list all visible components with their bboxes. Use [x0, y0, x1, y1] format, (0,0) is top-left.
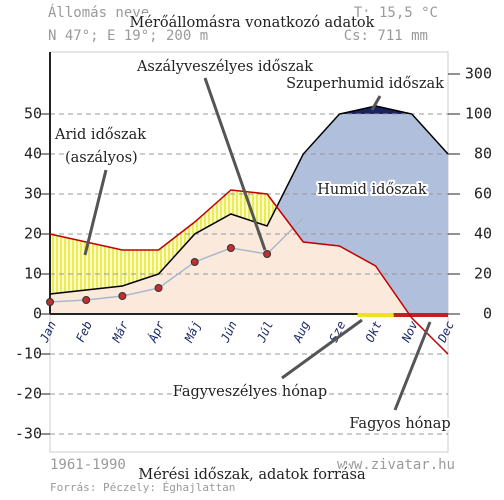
y2-tick-label: 20 [474, 265, 492, 283]
x-tick-label: Dec [435, 319, 457, 345]
x-tick-label: Jún [218, 319, 240, 345]
footer-note: Mérési időszak, adatok forrása [138, 467, 366, 483]
y-tick-label: 20 [24, 225, 42, 243]
drought-point [82, 296, 91, 304]
station-name: Állomás neve [48, 4, 149, 21]
frost-bar [429, 313, 448, 317]
x-tick-label: Aug [290, 319, 312, 345]
x-tick-label: Már [109, 318, 132, 345]
y-tick-label: -30 [15, 425, 42, 443]
precip-line [49, 105, 449, 295]
y2-tick-label: 300 [465, 65, 492, 83]
y-tick-label: 10 [24, 265, 42, 283]
station-coords: N 47°; E 19°; 200 m [48, 28, 208, 44]
station-temperature: T: 15,5 °C [354, 5, 438, 21]
overlay: Állomás neve T: 15,5 °C N 47°; E 19°; 20… [48, 4, 455, 494]
drought-line [49, 217, 304, 303]
temperature-line [49, 189, 449, 355]
annotation: (aszályos) [65, 150, 138, 166]
x-tick-label: Jan [37, 319, 59, 345]
y-tick-label: 30 [24, 185, 42, 203]
leader-line [370, 95, 382, 111]
annotation: Aszályveszélyes időszak [136, 59, 313, 75]
drought-point [46, 298, 54, 306]
source: Forrás: Péczely: Éghajlattan [50, 481, 235, 494]
humid-area [276, 114, 448, 314]
annotation: Szuperhumid időszak [286, 76, 444, 92]
annotation: Fagyos hónap [349, 416, 450, 432]
annotation: Humid időszak [317, 182, 427, 198]
y-tick-label: -10 [15, 345, 42, 363]
leader-line [83, 169, 108, 256]
arid-area [50, 190, 277, 294]
base-area [50, 206, 409, 314]
header-note: Mérőállomásra vonatkozó adatok [130, 15, 375, 31]
annotation: Fagyveszélyes hónap [173, 384, 327, 400]
annotation: Arid időszak [54, 127, 146, 143]
drought-point [190, 258, 199, 266]
drought-point [263, 250, 272, 258]
y-tick-label: 0 [33, 305, 42, 323]
x-tick-label: Ápr [144, 318, 168, 346]
y2-tick-label: 100 [465, 105, 492, 123]
site: www.zivatar.hu [337, 457, 455, 473]
drought-point [154, 284, 163, 292]
y2-tick-label: 80 [474, 145, 492, 163]
y2-tick-label: 40 [474, 225, 492, 243]
x-tick-label: Feb [73, 319, 95, 345]
station-precip: Cs: 711 mm [344, 28, 428, 44]
frost-bar [393, 313, 430, 317]
y2-tick-label: 60 [474, 185, 492, 203]
x-tick-label: Máj [181, 319, 203, 345]
x-tick-label: Nov [398, 318, 421, 345]
y-tick-label: 50 [24, 105, 42, 123]
x-tick-label: Júl [254, 319, 276, 345]
leader-line [203, 77, 267, 251]
x-tick-label: Okt [363, 319, 385, 345]
drought-point [226, 244, 235, 252]
y-tick-label: 40 [24, 145, 42, 163]
drought-point [118, 292, 127, 300]
y-tick-label: -20 [15, 385, 42, 403]
period: 1961-1990 [50, 457, 126, 473]
leader-line [393, 321, 432, 411]
superhumid-area [339, 106, 412, 114]
y2-tick-label: 0 [483, 305, 492, 323]
frost-risk-bar [357, 313, 394, 317]
leader-line [281, 318, 363, 380]
